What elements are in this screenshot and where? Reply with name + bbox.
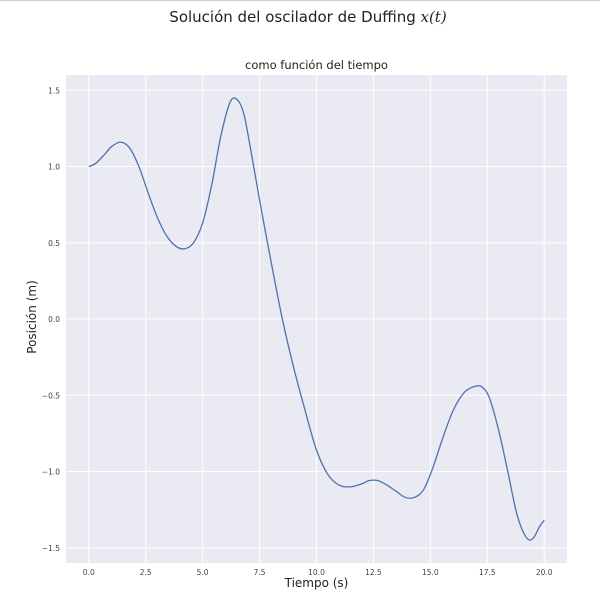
- x-tick-label: 20.0: [536, 568, 553, 577]
- top-border: [0, 0, 600, 1]
- suptitle-math: x(t): [421, 8, 447, 26]
- suptitle-text: Solución del oscilador de Duffing: [169, 8, 420, 26]
- tick-labels: 0.0 2.5 5.0 7.5 10.0 12.5 15.0 17.5 20.0 1.5 1.0 0.…: [42, 86, 553, 577]
- chart-title: como función del tiempo: [245, 58, 388, 72]
- x-tick-label: 7.5: [254, 568, 266, 577]
- y-tick-label: 0.0: [48, 315, 60, 324]
- y-tick-label: 1.5: [48, 86, 60, 95]
- y-tick-label: −1.5: [42, 544, 60, 553]
- figure-suptitle: Solución del oscilador de Duffing x(t): [169, 8, 447, 26]
- x-tick-label: 10.0: [308, 568, 325, 577]
- series-line: [88, 97, 545, 541]
- y-tick-label: −0.5: [42, 391, 60, 400]
- x-tick-label: 0.0: [83, 568, 95, 577]
- grid: [66, 75, 567, 563]
- x-tick-label: 12.5: [365, 568, 382, 577]
- x-tick-label: 2.5: [140, 568, 152, 577]
- y-tick-label: 1.0: [48, 163, 60, 172]
- x-tick-label: 15.0: [422, 568, 439, 577]
- y-tick-label: 0.5: [48, 239, 60, 248]
- y-tick-label: −1.0: [42, 468, 60, 477]
- x-tick-label: 5.0: [197, 568, 209, 577]
- x-axis-label: Tiempo (s): [284, 576, 349, 590]
- x-tick-label: 17.5: [479, 568, 496, 577]
- y-axis-label: Posición (m): [25, 280, 39, 353]
